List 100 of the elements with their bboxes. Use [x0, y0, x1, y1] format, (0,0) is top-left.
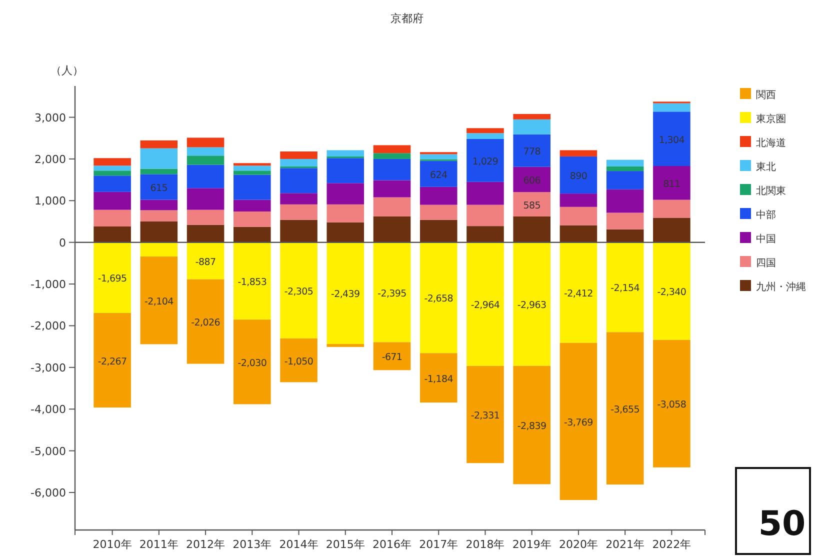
data-label: -1,695: [98, 274, 127, 285]
bar: [140, 140, 178, 148]
bar: [94, 176, 131, 192]
bar: [653, 242, 690, 340]
legend-label: 中部: [756, 209, 776, 221]
bar: [466, 366, 504, 464]
bar: [280, 158, 318, 166]
bar: [560, 225, 598, 242]
data-label: -671: [382, 352, 402, 364]
bar: [280, 220, 318, 242]
data-label: -3,058: [657, 400, 686, 411]
bar: [234, 166, 271, 171]
bar: [186, 156, 224, 165]
bar: [513, 242, 550, 366]
bar: [94, 210, 131, 226]
legend-label: 東北: [756, 161, 776, 173]
bar: [280, 338, 318, 382]
bar: [466, 128, 504, 134]
y-axis-title: （人）: [50, 64, 84, 77]
bar: [326, 158, 364, 184]
y-tick-label: -6,000: [30, 486, 66, 500]
bar: [186, 138, 224, 148]
x-tick-label: 2016年: [372, 538, 412, 551]
bar: [420, 242, 458, 354]
data-label: -887: [195, 256, 216, 268]
y-tick-label: -5,000: [30, 444, 66, 458]
y-tick-label: 3,000: [34, 111, 66, 124]
annotation: 50: [735, 467, 811, 555]
bar: [326, 183, 364, 204]
bar: [606, 160, 644, 166]
data-label: -2,658: [424, 294, 454, 305]
x-tick-label: 2019年: [512, 538, 552, 551]
bar: [653, 200, 690, 218]
bar: [653, 218, 690, 242]
x-tick-label: 2010年: [92, 538, 132, 551]
data-label: -2,154: [610, 283, 640, 294]
legend-label: 中国: [756, 233, 776, 245]
data-label: 606: [523, 175, 541, 186]
bar: [466, 242, 504, 366]
bar: [513, 366, 550, 484]
y-tick-label: 1,000: [34, 194, 66, 208]
bar: [560, 342, 598, 500]
x-tick-label: 2018年: [466, 538, 505, 551]
bar: [606, 166, 644, 172]
y-tick-label: -3,000: [30, 361, 66, 374]
bar: [420, 186, 458, 205]
bar: [234, 200, 271, 212]
bar: [186, 188, 224, 210]
bar: [140, 221, 178, 242]
bar: [606, 332, 644, 485]
bar: [653, 166, 690, 200]
bar: [606, 189, 644, 213]
bar: [373, 242, 411, 342]
bar: [280, 204, 318, 220]
bar: [326, 150, 364, 156]
bar: [280, 193, 318, 204]
data-label: -2,963: [517, 300, 547, 312]
bar: [606, 212, 644, 230]
data-label: -2,026: [191, 318, 220, 329]
bar: [560, 206, 598, 226]
bar: [466, 204, 504, 226]
bar: [560, 156, 598, 194]
data-label: 778: [523, 146, 541, 158]
data-label: -3,655: [610, 404, 640, 416]
bar: [420, 220, 458, 242]
chart-title: 京都府: [390, 12, 424, 25]
legend-label: 北関東: [756, 185, 786, 197]
bar: [186, 242, 224, 280]
bar: [94, 192, 131, 210]
bar: [140, 168, 178, 174]
bar: [606, 229, 644, 242]
x-tick-label: 2014年: [279, 538, 318, 551]
bar: [466, 133, 504, 139]
bar: [94, 313, 131, 408]
bar: [140, 148, 178, 169]
data-label: 615: [150, 182, 168, 194]
bar: [653, 112, 690, 166]
bar: [140, 242, 178, 257]
bar: [140, 200, 178, 210]
y-tick-label: -4,000: [30, 403, 66, 416]
data-label: -1,184: [424, 374, 454, 385]
bar: [560, 194, 598, 207]
bar: [606, 171, 644, 190]
bar: [513, 134, 550, 167]
bar: [420, 204, 458, 220]
bar: [513, 114, 550, 120]
bar: [420, 160, 458, 187]
bar: [373, 158, 411, 180]
bar: [513, 192, 550, 216]
legend-label: 北海道: [756, 137, 786, 149]
data-label: -2,104: [144, 296, 174, 308]
bar: [234, 211, 271, 227]
bar: [560, 242, 598, 343]
y-tick-label: -1,000: [30, 278, 66, 292]
bar: [420, 154, 458, 160]
data-label: 1,029: [472, 156, 498, 168]
bar: [186, 147, 224, 156]
bar: [373, 145, 411, 154]
bar: [234, 163, 271, 166]
data-label: -2,331: [470, 410, 500, 422]
